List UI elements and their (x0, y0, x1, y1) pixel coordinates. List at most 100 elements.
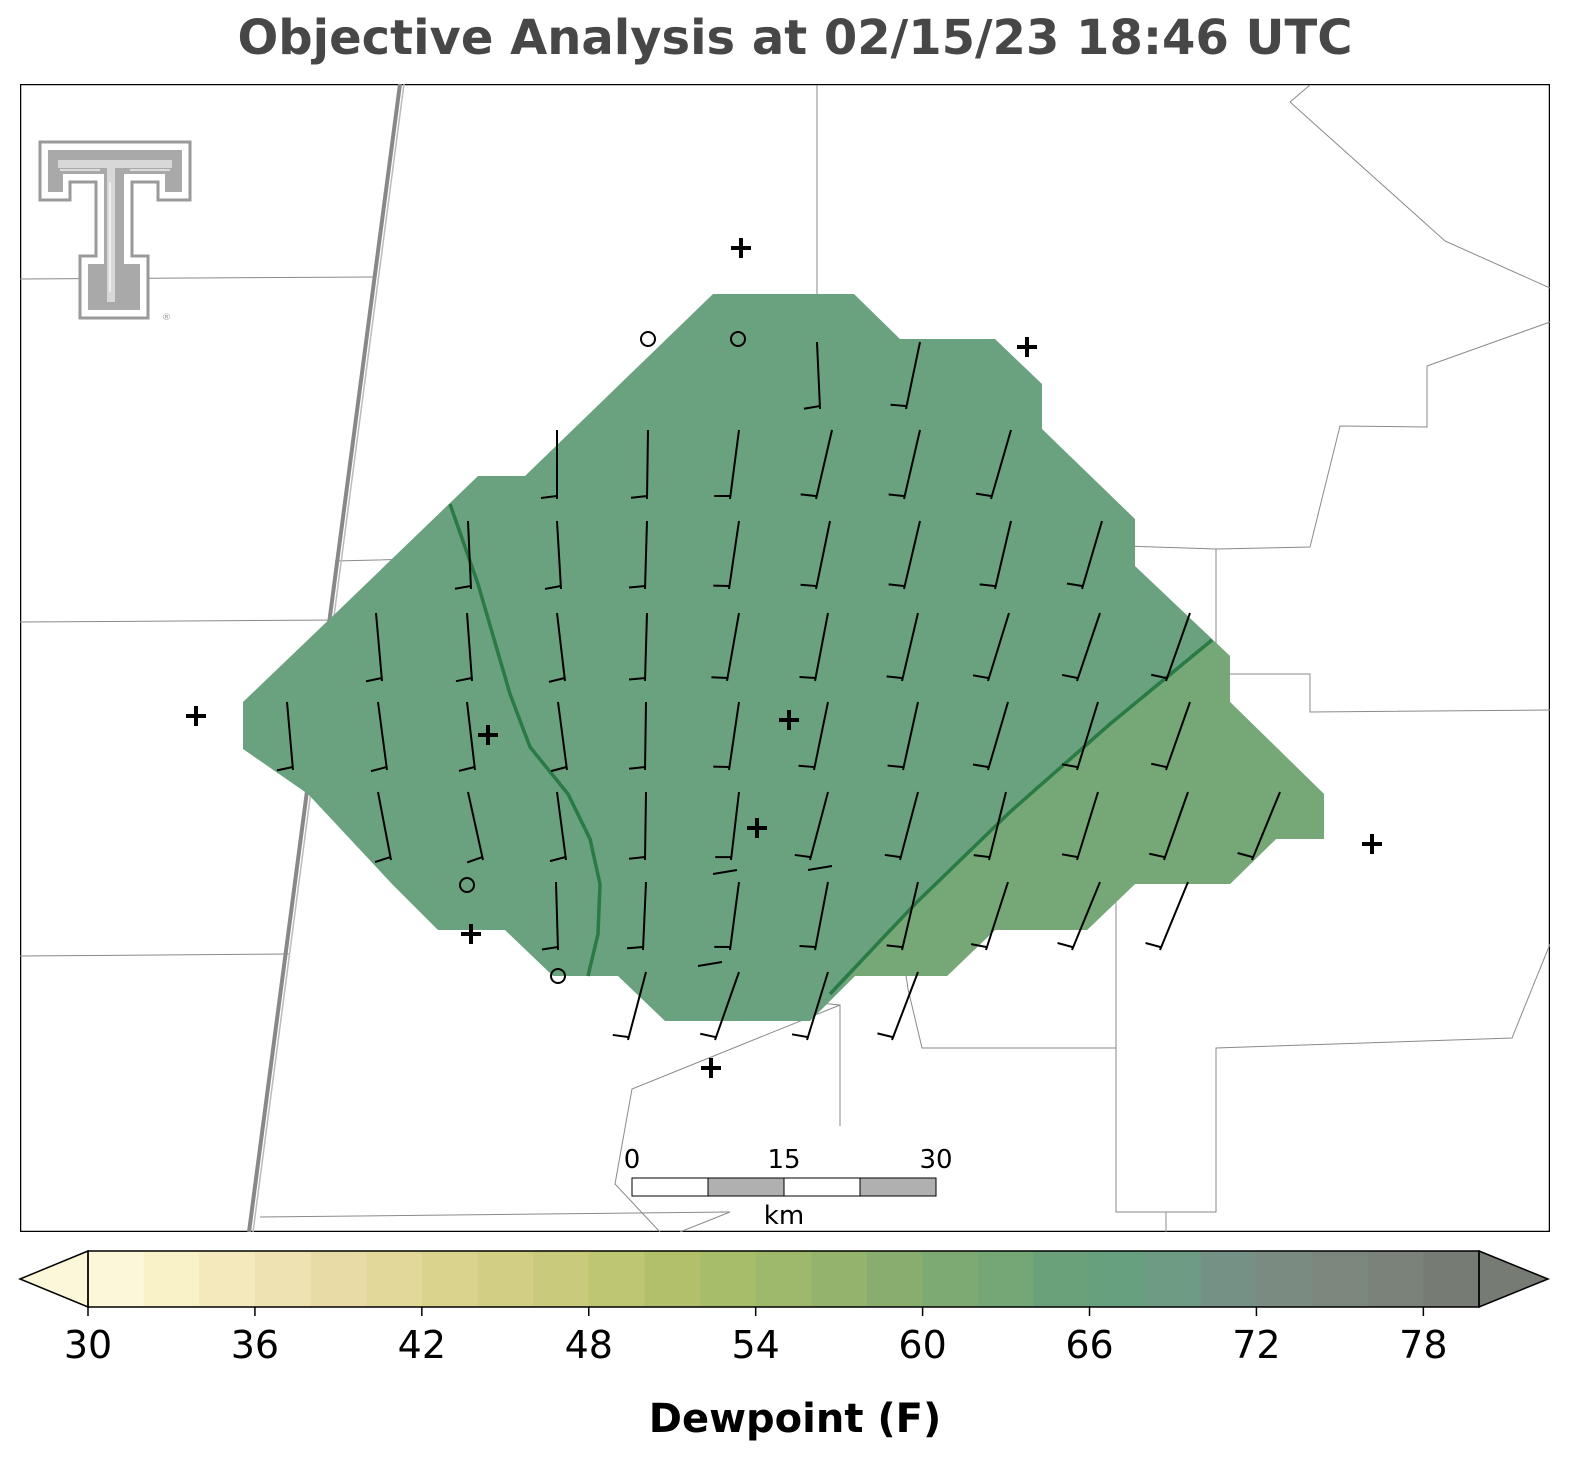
scale-unit: km (764, 1201, 804, 1231)
colorbar-cell (88, 1251, 145, 1307)
wind-barb (550, 701, 568, 773)
station-missing-marker (1362, 834, 1382, 854)
figure-title: Objective Analysis at 02/15/23 18:46 UTC (237, 10, 1353, 66)
wind-barb (1061, 612, 1101, 682)
colorbar-tick-label: 42 (398, 1323, 446, 1367)
colorbar-tick-label: 36 (231, 1323, 279, 1367)
wind-barb (799, 881, 829, 951)
colorbar-cell (143, 1251, 200, 1307)
station-missing-marker (478, 725, 498, 745)
wind-barb (794, 791, 829, 861)
colorbar-cell (199, 1251, 256, 1307)
scale-label-15: 15 (767, 1145, 800, 1175)
station-calm-marker (730, 331, 746, 347)
colorbar-cell (755, 1251, 812, 1307)
colorbar-cell (811, 1251, 868, 1307)
colorbar-cell (477, 1251, 534, 1307)
wind-barb (370, 701, 388, 773)
wind-barb (1057, 881, 1101, 951)
wind-barb (979, 520, 1012, 590)
wind-barb (713, 520, 740, 590)
wind-barb (713, 701, 740, 771)
colorbar-cell (922, 1251, 979, 1307)
colorbar-tick-label: 78 (1399, 1323, 1447, 1367)
wind-barb (365, 612, 383, 683)
dewpoint-analysis-southeast (838, 640, 1324, 990)
wind-barbs (276, 341, 1281, 1041)
wind-barb (626, 881, 647, 951)
wind-barb (549, 791, 567, 863)
wind-barb (458, 701, 476, 772)
station-markers (186, 238, 1382, 1078)
wind-barb (1145, 881, 1189, 951)
wind-barb (1149, 791, 1189, 861)
colorbar-cell (1200, 1251, 1258, 1307)
wind-barb (1061, 701, 1099, 771)
colorbar-cell (978, 1251, 1035, 1307)
colorbar-tick-label: 72 (1232, 1323, 1280, 1367)
wind-barb (890, 341, 921, 410)
wind-barb (628, 701, 647, 771)
logo-registered-mark: ® (162, 313, 171, 323)
wind-barb (276, 701, 294, 772)
wind-barb (548, 612, 566, 683)
wind-barb (972, 701, 1009, 771)
wind-barb (972, 612, 1010, 682)
wind-barb (975, 429, 1012, 500)
wind-barb (888, 520, 921, 590)
colorbar-tick-label: 54 (732, 1323, 780, 1367)
wind-barb-flag (807, 865, 833, 871)
wind-barb (970, 881, 1009, 951)
wind-barb (374, 791, 392, 863)
station-missing-marker (701, 1058, 721, 1078)
wind-barb (803, 341, 821, 410)
colorbar-tick-label: 66 (1065, 1323, 1113, 1367)
colorbar-cell (421, 1251, 479, 1307)
colorbar-cell (1145, 1251, 1202, 1307)
wind-barb (886, 612, 919, 682)
colorbar-cell (644, 1251, 701, 1307)
colorbar-tick-label: 48 (565, 1323, 613, 1367)
wind-barb (628, 520, 648, 590)
station-missing-marker (731, 238, 751, 258)
colorbar-cell (1367, 1251, 1424, 1307)
colorbar-min-extension (18, 1250, 89, 1309)
colorbar-cell (1033, 1251, 1091, 1307)
wind-barb (884, 791, 919, 861)
colorbar-title: Dewpoint (F) (648, 1396, 942, 1442)
station-calm-marker (640, 331, 656, 347)
wind-barb (454, 520, 472, 590)
wind-barb (544, 520, 562, 590)
wind-barb (1066, 520, 1103, 590)
wind-barb (1237, 791, 1281, 861)
wind-barb (540, 430, 558, 499)
colorbar-cell (533, 1251, 590, 1307)
colorbar-cell (254, 1251, 312, 1307)
wind-barb (714, 429, 740, 500)
wind-barb (1151, 701, 1191, 771)
wind-barb (711, 612, 740, 682)
wind-barb (1061, 791, 1099, 861)
wind-barb (800, 520, 831, 590)
wind-barb (541, 881, 559, 951)
colorbar-cell (1423, 1251, 1480, 1307)
wind-barb (630, 429, 649, 500)
colorbar-tick-label: 30 (64, 1323, 112, 1367)
station-calm-marker (550, 968, 566, 984)
wind-barb (877, 971, 919, 1041)
wind-barb (886, 881, 919, 951)
wind-barb (714, 881, 740, 951)
wind-barb (800, 429, 833, 500)
wind-barb (799, 612, 829, 682)
wind-barb (798, 701, 829, 771)
wind-barb (700, 971, 740, 1041)
colorbar-cell (1256, 1251, 1313, 1307)
colorbar-cell (366, 1251, 423, 1307)
wind-barb (715, 791, 740, 861)
wind-barb-flag (712, 869, 738, 875)
colorbar-cell (1312, 1251, 1369, 1307)
wind-barb-flag (697, 961, 723, 967)
colorbar-cell (588, 1251, 645, 1307)
wind-barb (888, 429, 921, 500)
colorbar-ticks: 30 36 42 48 54 60 66 72 78 (64, 1307, 1448, 1367)
